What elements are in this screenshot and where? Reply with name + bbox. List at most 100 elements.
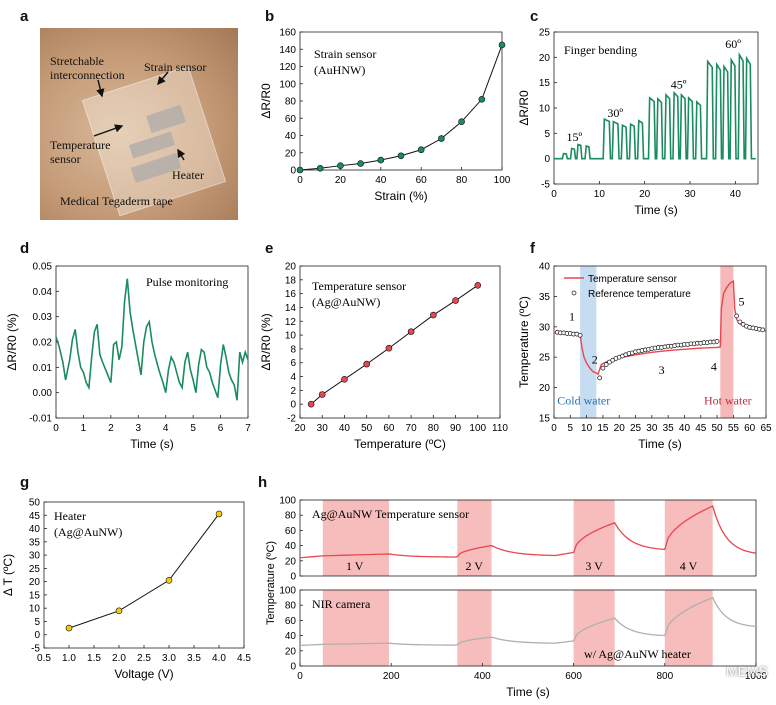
data-point [215, 510, 223, 518]
panel-letter-a: a [20, 8, 29, 25]
y-tick-label: 0.03 [33, 312, 53, 323]
voltage-band-top [322, 500, 389, 576]
y-tick-label: 100 [279, 586, 296, 597]
voltage-band-bottom [457, 590, 492, 666]
x-tick-label: 0 [297, 671, 303, 682]
y-tick-label: 15 [29, 590, 41, 601]
y-tick-label: 50 [29, 498, 41, 509]
y-tick-label: 20 [539, 383, 551, 394]
y-tick-label: 16 [285, 289, 297, 300]
y-axis-label: ΔR/R0 [260, 83, 273, 119]
x-tick-label: 55 [728, 423, 740, 434]
x-tick-label: 110 [492, 423, 508, 434]
y-tick-label: 25 [539, 353, 551, 364]
x-axis-label: Time (s) [638, 437, 682, 451]
chart-strain-sensor: 0 20 40 60 80 100 0 20 40 60 80 100 120 140 160 Strain … [260, 28, 511, 204]
annotation-line-2: (Ag@AuNW) [54, 525, 122, 539]
data-point [478, 95, 486, 103]
y-tick-label: 20 [285, 148, 297, 159]
angle-label: 60º [725, 37, 741, 51]
data-point [337, 162, 344, 169]
x-tick-label: 10 [594, 189, 606, 200]
y-tick-label: 15 [539, 78, 551, 89]
chart-temperature-sensor: 20 30 40 50 60 70 80 90 100 110 -2 0 2 4 6 8 10 12 14 16 18 2… [260, 262, 508, 452]
x-tick-label: 50 [712, 423, 724, 434]
y-tick-label: -2 [287, 414, 296, 425]
x-tick-label: 45 [695, 423, 707, 434]
pulse-signal-line [55, 278, 249, 401]
x-tick-label: 40 [679, 423, 691, 434]
reference-point [737, 319, 743, 325]
label-stretchable: Stretchable [50, 54, 104, 68]
x-axis-label: Time (s) [634, 203, 678, 217]
x-axis-label: Time (s) [130, 437, 174, 451]
annotation-line-1: Strain sensor [314, 47, 376, 61]
y-tick-label: 14 [285, 303, 297, 314]
data-point [341, 376, 348, 383]
y-tick-label: 0.04 [33, 287, 53, 298]
panel-letter-e: e [265, 240, 274, 257]
voltage-label: 4 V [680, 559, 698, 573]
watermark: MEMS [726, 663, 768, 679]
x-tick-label: 40 [339, 423, 351, 434]
x-tick-label: 25 [630, 423, 642, 434]
voltage-band-top [573, 500, 615, 576]
annotation-line-1: Temperature sensor [312, 279, 406, 293]
y-tick-label: 25 [539, 28, 551, 39]
y-tick-label: 5 [34, 617, 40, 628]
y-tick-label: 20 [29, 577, 41, 588]
x-tick-label: 20 [294, 423, 306, 434]
x-axis-label: Strain (%) [374, 189, 427, 203]
x-tick-label: 100 [469, 423, 486, 434]
panel-letter-f: f [530, 240, 535, 257]
x-axis-label: Voltage (V) [114, 667, 173, 681]
x-tick-label: 30 [317, 423, 329, 434]
x-tick-label: 90 [450, 423, 462, 434]
x-tick-label: 30 [684, 189, 696, 200]
x-tick-label: 1 [81, 423, 87, 434]
stage-label: 2 [592, 352, 598, 366]
y-tick-label: 60 [285, 616, 297, 627]
y-tick-label: 35 [29, 537, 41, 548]
data-point [296, 166, 304, 174]
stage-label: 3 [659, 363, 665, 377]
x-tick-label: 600 [565, 671, 582, 682]
panel-letter-g: g [20, 474, 30, 491]
voltage-band-bottom [664, 590, 713, 666]
legend-reference-label: Reference temperature [588, 289, 691, 300]
data-point [498, 41, 506, 49]
y-tick-label: 0 [290, 572, 296, 583]
label-strain-sensor: Strain sensor [144, 60, 207, 74]
y-tick-label: 8 [290, 344, 296, 355]
y-axis-label: Temperature (ºC) [518, 296, 531, 388]
plot-frame [299, 589, 757, 667]
y-tick-label: 60 [285, 114, 297, 125]
y-tick-label: 140 [279, 45, 296, 56]
x-tick-label: 800 [656, 671, 673, 682]
label-heater: Heater [172, 168, 204, 182]
data-point [318, 391, 326, 398]
reference-point [734, 313, 739, 319]
reference-point [577, 332, 583, 338]
chart-pulse-monitoring: 0 1 2 3 4 5 6 7 -0.01 0.00 0.01 0.02 0.03 0.04 0.05 Tim… [5, 262, 251, 452]
y-tick-label: 30 [539, 322, 551, 333]
cold-water-label: Cold water [557, 394, 610, 408]
x-tick-label: 0 [297, 175, 303, 186]
y-tick-label: 80 [285, 511, 297, 522]
y-tick-label: 0.00 [33, 388, 53, 399]
data-point [438, 135, 445, 142]
x-tick-label: 4.5 [237, 653, 251, 664]
x-tick-label: 10 [581, 423, 593, 434]
voltage-band-bottom [573, 590, 615, 666]
voltage-band-top [664, 500, 713, 576]
x-tick-label: 2.0 [112, 653, 126, 664]
data-point [377, 156, 385, 164]
y-tick-label: 0 [290, 166, 296, 177]
x-tick-label: 60 [383, 423, 395, 434]
bending-signal-line [554, 51, 756, 160]
data-point [363, 360, 370, 368]
y-tick-label: 0 [34, 630, 40, 641]
x-axis-label: Temperature (ºC) [354, 437, 446, 451]
x-tick-label: 60 [744, 423, 756, 434]
y-tick-label: 10 [285, 331, 297, 342]
